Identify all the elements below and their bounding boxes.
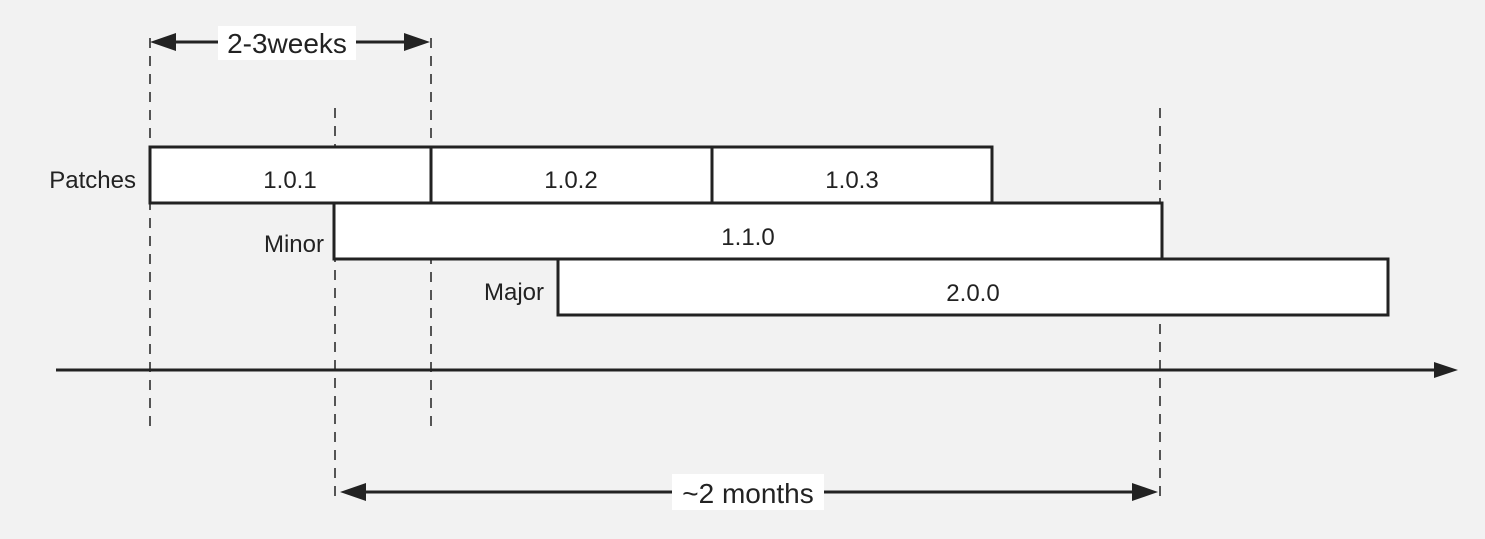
arrow-left-icon bbox=[150, 33, 176, 51]
bar-label-1-0-2: 1.0.2 bbox=[544, 167, 597, 194]
release-bar-2-0-0: 2.0.0 bbox=[556, 257, 1390, 317]
bar-label-1-0-3: 1.0.3 bbox=[825, 167, 878, 194]
timeline-axis bbox=[56, 362, 1458, 378]
arrow-right-icon bbox=[404, 33, 430, 51]
bar-2-0-0 bbox=[556, 257, 1390, 317]
release-bar-1-1-0: 1.1.0 bbox=[332, 201, 1164, 261]
bar-1-0-3 bbox=[710, 145, 994, 205]
release-bar-1-0-3: 1.0.3 bbox=[710, 145, 994, 205]
row-label-patches: Patches bbox=[49, 167, 136, 194]
dimension-label-patch-interval: 2-3weeks bbox=[227, 28, 347, 59]
dimension-label-minor-interval: ~2 months bbox=[682, 478, 814, 509]
timeline-axis-arrow-icon bbox=[1434, 362, 1458, 378]
release-bar-1-0-2: 1.0.2 bbox=[429, 145, 714, 205]
bar-1-1-0 bbox=[332, 201, 1164, 261]
dimension-label-background bbox=[218, 26, 356, 60]
arrow-left-icon bbox=[340, 483, 366, 501]
bar-label-1-0-1: 1.0.1 bbox=[263, 167, 316, 194]
dimension-minor-interval: ~2 months bbox=[340, 474, 1158, 510]
row-label-minor: Minor bbox=[264, 231, 324, 258]
dimension-patch-interval: 2-3weeks bbox=[150, 26, 430, 60]
bar-label-1-1-0: 1.1.0 bbox=[721, 224, 774, 251]
release-bar-1-0-1: 1.0.1 bbox=[148, 145, 433, 205]
arrow-right-icon bbox=[1132, 483, 1158, 501]
row-label-major: Major bbox=[484, 279, 544, 306]
bar-label-2-0-0: 2.0.0 bbox=[946, 280, 999, 307]
bar-1-0-1 bbox=[148, 145, 433, 205]
dimension-label-background bbox=[672, 474, 824, 510]
